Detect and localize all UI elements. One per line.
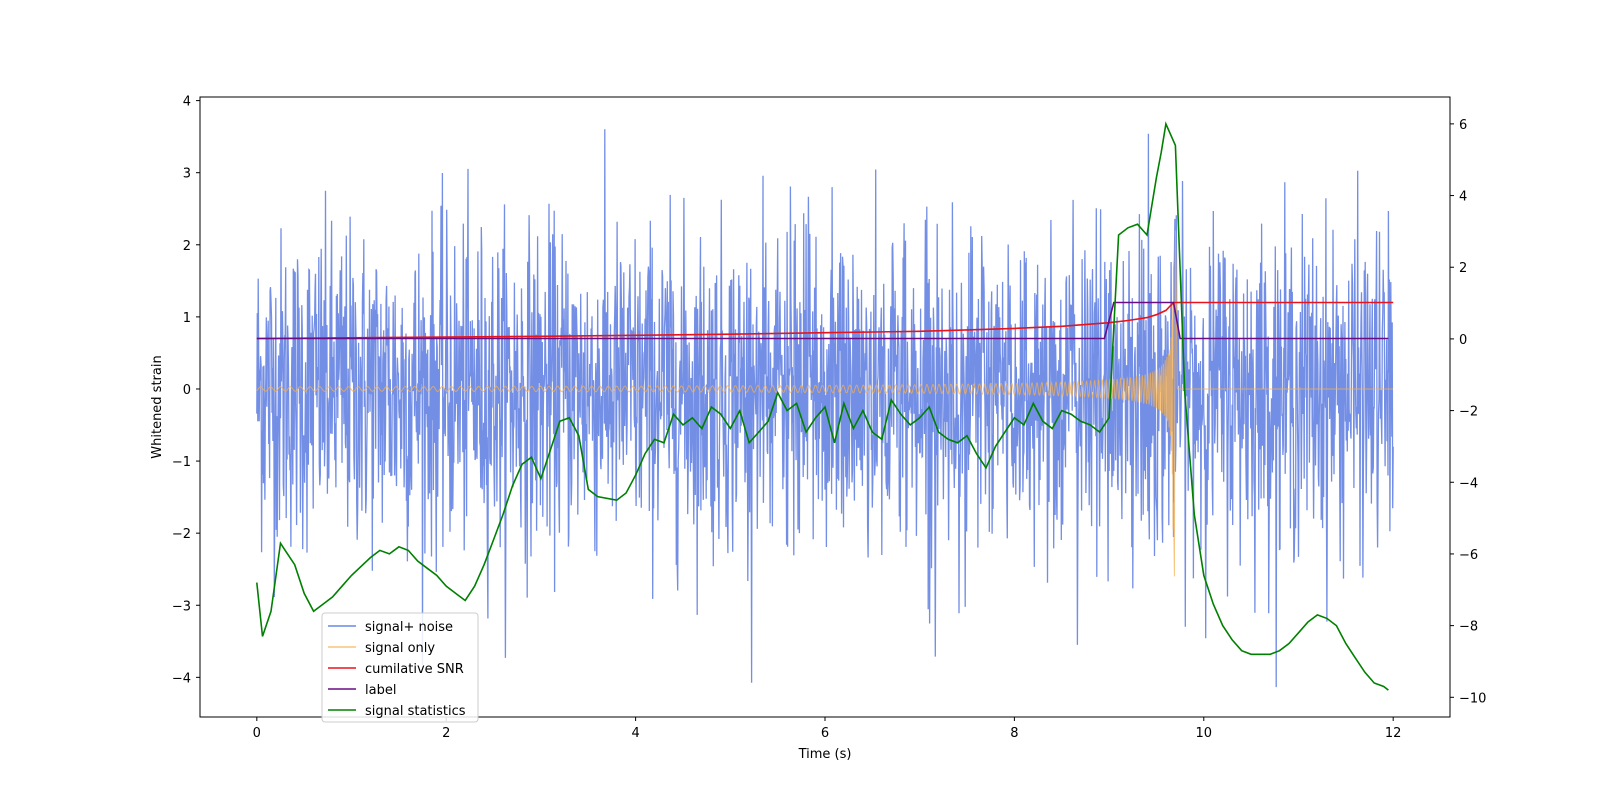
y-axis-label: Whitened strain xyxy=(150,355,165,458)
legend-label: cumilative SNR xyxy=(365,662,464,677)
series-signal-noise xyxy=(256,129,1394,688)
series-cumulative-snr xyxy=(256,301,1394,340)
y-tick-label: −1 xyxy=(172,455,191,470)
legend-label: label xyxy=(365,683,396,698)
y-tick-label: −4 xyxy=(172,671,191,686)
y2-tick-label: −4 xyxy=(1459,476,1478,491)
y2-tick-label: 0 xyxy=(1459,333,1467,348)
y2-tick-label: 4 xyxy=(1459,190,1467,205)
y-axis-right: −10 −8 −6 −4 −2 0 2 4 6 xyxy=(1450,118,1486,706)
y-tick-label: 0 xyxy=(183,383,191,398)
y-axis-left: −4 −3 −2 −1 0 1 2 3 4 xyxy=(172,95,200,686)
x-tick-label: 0 xyxy=(253,726,261,741)
y-tick-label: 1 xyxy=(183,311,191,326)
legend-box xyxy=(321,612,479,723)
x-tick-label: 12 xyxy=(1385,726,1402,741)
y2-tick-label: −8 xyxy=(1459,620,1478,635)
y2-tick-label: −6 xyxy=(1459,548,1478,563)
legend: signal+ noise signal only cumilative SNR la… xyxy=(321,612,479,723)
legend-label: signal statistics xyxy=(365,704,466,719)
y2-tick-label: −2 xyxy=(1459,405,1478,420)
series-signal-statistics xyxy=(256,121,1389,691)
y2-tick-label: −10 xyxy=(1459,691,1486,706)
legend-label: signal only xyxy=(365,641,435,656)
y2-tick-label: 6 xyxy=(1459,118,1467,133)
x-axis-label: Time (s) xyxy=(798,747,852,762)
y-tick-label: −2 xyxy=(172,527,191,542)
y-tick-label: 2 xyxy=(183,239,191,254)
y-tick-label: 3 xyxy=(183,167,191,182)
x-tick-label: 6 xyxy=(821,726,829,741)
x-tick-label: 8 xyxy=(1010,726,1018,741)
series-label xyxy=(256,301,1389,340)
legend-label: signal+ noise xyxy=(365,620,453,635)
y2-tick-label: 2 xyxy=(1459,261,1467,276)
y-tick-label: 4 xyxy=(183,95,191,110)
y-tick-label: −3 xyxy=(172,599,191,614)
series-signal-only xyxy=(256,230,1394,577)
x-tick-label: 10 xyxy=(1196,726,1213,741)
series-layer xyxy=(256,121,1394,691)
x-tick-label: 2 xyxy=(442,726,450,741)
x-tick-label: 4 xyxy=(631,726,639,741)
